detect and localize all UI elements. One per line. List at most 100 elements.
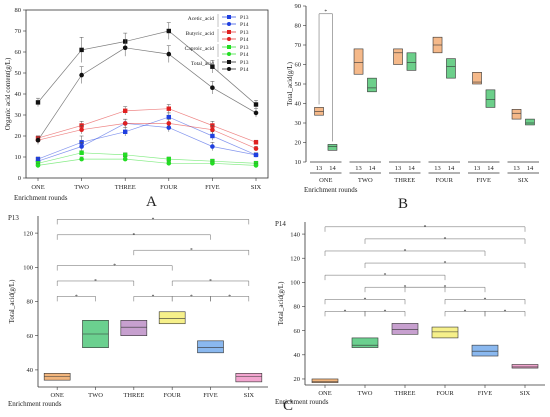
legend-series-label: P14 bbox=[240, 37, 249, 43]
data-point bbox=[210, 127, 215, 132]
y-tick-label: 20 bbox=[295, 140, 302, 147]
legend-series-label: P13 bbox=[240, 60, 249, 66]
box bbox=[431, 326, 459, 339]
legend-series-label: P13 bbox=[240, 15, 249, 21]
x-tick-label: FOUR bbox=[163, 392, 181, 399]
data-point bbox=[123, 129, 128, 134]
data-point bbox=[253, 163, 259, 168]
y-tick-label: 70 bbox=[295, 42, 302, 49]
series-line bbox=[37, 158, 257, 166]
significance-mark: * bbox=[404, 248, 407, 254]
y-axis-label: Organic acid content(g/L) bbox=[4, 57, 12, 130]
significance-mark: * bbox=[113, 263, 116, 269]
y-axis-label: Total_acid(g/L) bbox=[8, 279, 16, 323]
data-point bbox=[79, 150, 84, 155]
box bbox=[353, 48, 364, 75]
data-point bbox=[79, 144, 84, 149]
y-tick-label: 20 bbox=[294, 376, 301, 383]
significance-mark: * bbox=[228, 294, 231, 300]
significance-mark: * bbox=[424, 224, 427, 230]
series-line bbox=[37, 123, 257, 149]
significance-bracket bbox=[324, 226, 526, 232]
y-tick-label: 80 bbox=[294, 304, 301, 311]
data-point bbox=[210, 133, 215, 139]
sub-label: 14 bbox=[408, 165, 415, 172]
sub-label: 13 bbox=[395, 165, 402, 172]
box bbox=[472, 72, 482, 85]
significance-mark: * bbox=[94, 278, 97, 284]
sub-label: 13 bbox=[474, 165, 481, 172]
y-tick-label: 40 bbox=[15, 91, 22, 98]
significance-mark: * bbox=[384, 309, 387, 315]
box bbox=[351, 337, 379, 348]
significance-bracket bbox=[56, 280, 135, 286]
data-point bbox=[166, 114, 171, 120]
box bbox=[391, 323, 419, 335]
significance-mark: * bbox=[132, 232, 135, 238]
box bbox=[511, 109, 522, 120]
y-tick-label: 20 bbox=[15, 133, 22, 140]
significance-bracket bbox=[444, 299, 526, 305]
y-tick-label: 80 bbox=[15, 7, 22, 14]
chart-b: 10 20 30 40 50 60 70 80 90 Total_acid(g/L) 13 14 ONE… bbox=[286, 3, 539, 194]
significance-bracket bbox=[324, 299, 406, 305]
x-tick-label: THREE bbox=[395, 390, 416, 397]
y-tick-label: 0 bbox=[18, 175, 21, 182]
significance-mark: * bbox=[364, 297, 367, 303]
y-tick-label: 60 bbox=[295, 62, 302, 69]
chart-title: P14 bbox=[275, 220, 286, 228]
x-tick-label: SIX bbox=[251, 184, 262, 191]
data-point bbox=[253, 152, 259, 158]
x-axis-label: Enrichment rounds bbox=[8, 400, 62, 408]
significance-mark: * bbox=[344, 309, 347, 315]
data-point bbox=[122, 156, 128, 162]
chart-c-p14: P14 20 40 60 80 100 120 140 Total_acid(g/L) ONE TW… bbox=[275, 220, 545, 406]
group-label: TWO bbox=[358, 177, 373, 184]
box bbox=[311, 378, 339, 383]
box bbox=[120, 320, 148, 336]
significance-mark: * bbox=[190, 294, 193, 300]
y-tick-label: 40 bbox=[295, 101, 302, 108]
group-label: ONE bbox=[319, 177, 332, 184]
legend-series-label: P14 bbox=[240, 52, 249, 58]
x-axis-label: Enrichment rounds bbox=[275, 398, 329, 406]
significance-mark: * bbox=[152, 294, 155, 300]
group-label: SIX bbox=[518, 177, 529, 184]
significance-bracket bbox=[56, 265, 173, 271]
chart-c-p13: P13 40 60 80 100 120 Total_acid(g/L) ONE TWO THRE… bbox=[8, 214, 268, 408]
significance-mark: * bbox=[444, 236, 447, 242]
significance-mark: * bbox=[444, 261, 447, 267]
x-tick-label: ONE bbox=[318, 390, 331, 397]
data-point bbox=[210, 161, 215, 166]
significance-mark: * bbox=[324, 9, 327, 15]
x-tick-label: THREE bbox=[123, 392, 144, 399]
group-label: FIVE bbox=[477, 177, 491, 184]
box bbox=[485, 89, 496, 108]
sub-label: 14 bbox=[527, 165, 534, 172]
sub-label: 13 bbox=[355, 165, 362, 172]
legend-marker bbox=[227, 37, 231, 41]
data-point bbox=[210, 144, 215, 149]
legend-marker bbox=[227, 30, 231, 34]
legend-series-label: P13 bbox=[240, 45, 249, 51]
y-tick-label: 120 bbox=[23, 230, 33, 237]
data-point bbox=[166, 51, 172, 57]
legend-marker bbox=[227, 52, 231, 56]
significance-mark: * bbox=[384, 273, 387, 279]
box bbox=[235, 373, 263, 383]
legend-marker bbox=[227, 60, 231, 64]
legend-marker bbox=[227, 45, 231, 49]
significance-bracket bbox=[133, 249, 250, 256]
sub-label: 13 bbox=[513, 165, 520, 172]
x-tick-label: SIX bbox=[520, 390, 531, 397]
box bbox=[406, 52, 417, 71]
y-tick-label: 50 bbox=[15, 70, 22, 77]
series-line bbox=[37, 123, 257, 162]
x-tick-label: TWO bbox=[74, 184, 89, 191]
significance-mark: * bbox=[464, 309, 467, 315]
box bbox=[327, 144, 338, 151]
y-tick-label: 10 bbox=[295, 159, 302, 166]
y-tick-label: 10 bbox=[15, 154, 22, 161]
chart-title: P13 bbox=[8, 214, 19, 222]
y-tick-label: 50 bbox=[295, 81, 302, 88]
